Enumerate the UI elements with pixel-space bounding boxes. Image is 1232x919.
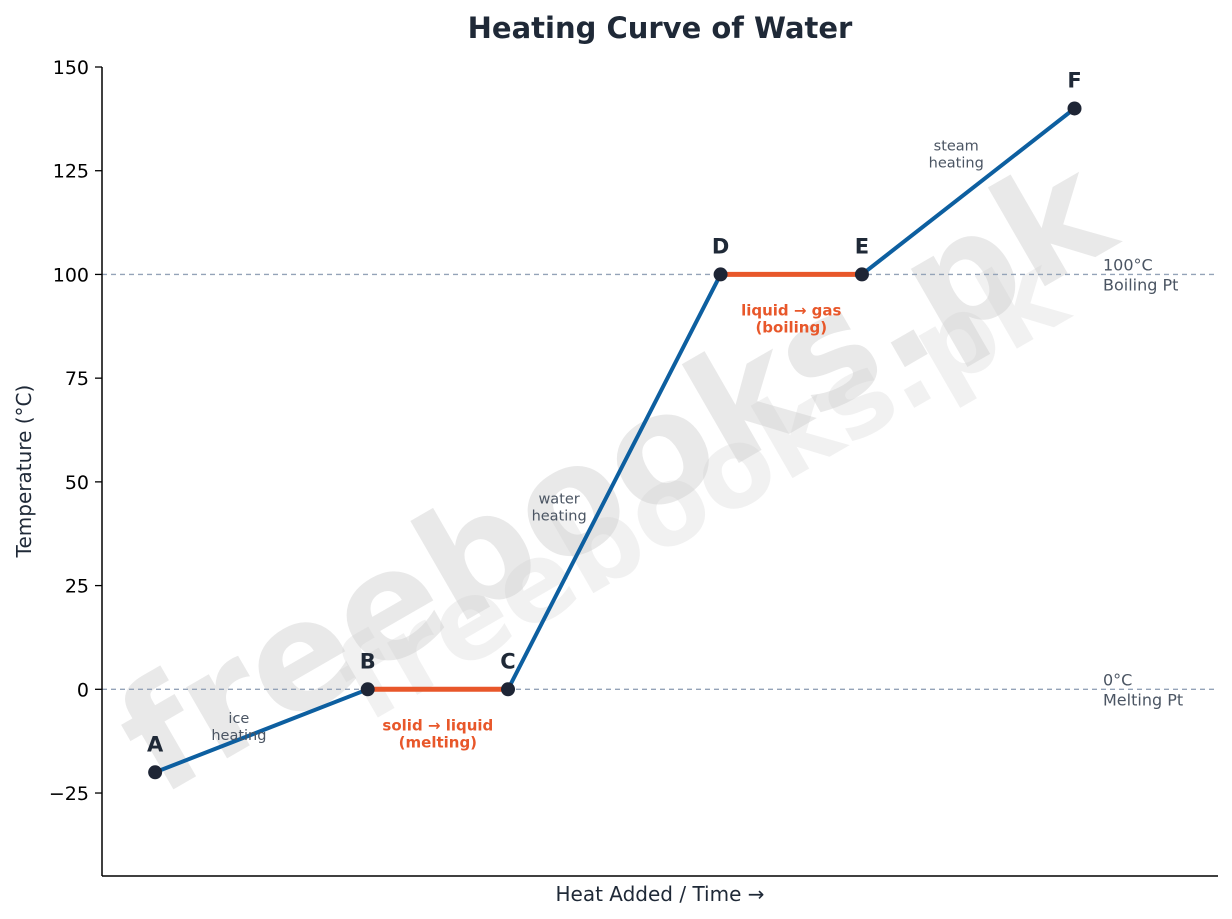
y-tick-label: 100 (53, 264, 89, 286)
chart-title: Heating Curve of Water (468, 11, 853, 45)
heating-segment (153, 687, 370, 775)
curve-point (148, 765, 163, 780)
y-tick-label: 0 (77, 679, 89, 701)
phase-change-label: liquid → gas (741, 301, 841, 319)
y-tick-label: 25 (65, 576, 89, 598)
heating-segment-label: steam (934, 139, 979, 155)
y-ticks: −25 0 25 50 75 100 125 150 (49, 57, 102, 805)
heating-segment-label: ice (228, 711, 249, 727)
curve-point (1067, 101, 1082, 116)
curve-point (713, 267, 728, 282)
phase-change-label: (melting) (399, 733, 477, 751)
reference-line-label: Melting Pt (1103, 690, 1183, 709)
curve-point-label: C (500, 649, 515, 673)
y-axis-label: Temperature (°C) (12, 385, 36, 559)
y-tick-label: 50 (65, 472, 89, 494)
curve-point-label: F (1067, 68, 1081, 92)
reference-line-label: Boiling Pt (1103, 275, 1178, 294)
heating-segment-label: heating (929, 156, 984, 172)
y-tick-label: 75 (65, 368, 89, 390)
heating-segment-label: heating (211, 728, 266, 744)
curve-point (854, 267, 869, 282)
y-tick-label: −25 (49, 783, 89, 805)
y-tick-label: 150 (53, 57, 89, 79)
curve-points: A B C D E F (147, 68, 1082, 780)
reference-line-label: 100°C (1103, 255, 1153, 274)
curve-point-label: D (712, 234, 729, 258)
heating-segment-label: water (538, 492, 579, 508)
axes (101, 67, 1218, 877)
phase-change-label: solid → liquid (382, 716, 493, 734)
curve-point-label: E (855, 234, 869, 258)
heating-segment (506, 272, 723, 692)
y-tick-label: 125 (53, 161, 89, 183)
x-axis-label: Heat Added / Time → (555, 882, 764, 906)
reference-line-label: 0°C (1103, 670, 1132, 689)
heating-segment (859, 106, 1077, 277)
curve-point (501, 682, 516, 697)
heating-segment-label: heating (532, 509, 587, 525)
curve-point (360, 682, 375, 697)
curve-point-label: A (147, 732, 164, 756)
curve-point-label: B (360, 649, 376, 673)
phase-change-label: (boiling) (755, 318, 827, 336)
curve-segments (153, 106, 1077, 775)
